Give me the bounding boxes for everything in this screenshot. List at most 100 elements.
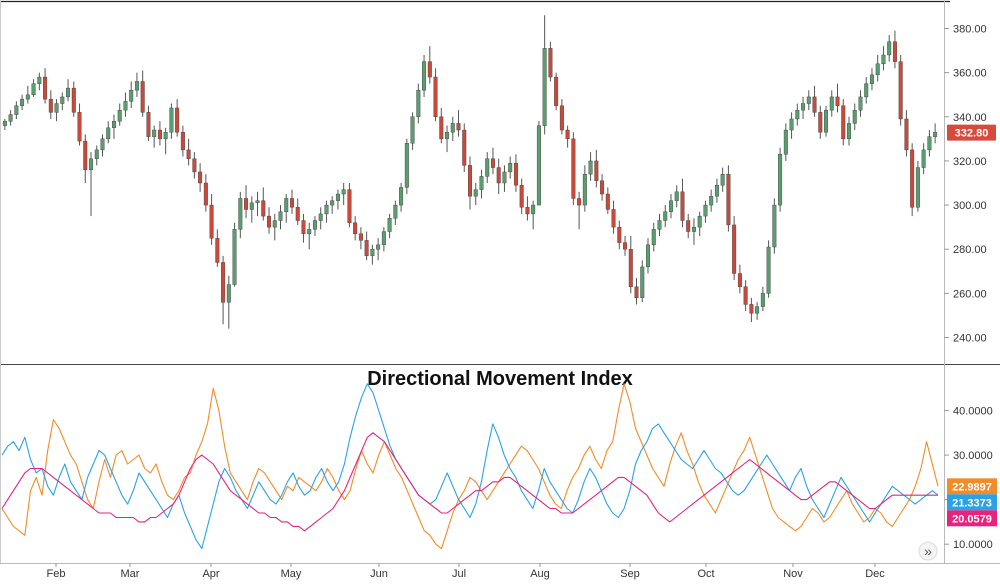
- candle: [399, 183, 404, 212]
- candle: [737, 264, 742, 294]
- candle: [157, 121, 162, 146]
- candle-body-down: [83, 140, 88, 170]
- candle: [330, 196, 335, 214]
- candle: [841, 99, 846, 146]
- candle: [852, 103, 857, 131]
- candle-body-up: [485, 158, 490, 177]
- candle-body-up: [795, 109, 800, 120]
- candle: [249, 196, 254, 223]
- candle-body-up: [31, 83, 36, 95]
- candle-body-down: [841, 105, 846, 140]
- candle: [66, 79, 71, 102]
- candle: [312, 216, 317, 236]
- candle-body-down: [571, 138, 576, 199]
- candle-body-down: [617, 226, 622, 243]
- candle-body-up: [531, 204, 536, 215]
- candle: [77, 103, 82, 146]
- candle: [284, 194, 289, 223]
- candle-body-up: [755, 306, 760, 314]
- candle-body-up: [324, 204, 329, 215]
- month-label: Oct: [697, 568, 714, 580]
- candle-body-down: [180, 132, 185, 151]
- candle-body-up: [640, 266, 645, 298]
- candle: [433, 68, 438, 122]
- month-label: Nov: [783, 568, 803, 580]
- candle: [933, 123, 938, 144]
- last-price-tag: [947, 124, 996, 141]
- candle-body-up: [657, 220, 662, 230]
- candle-body-up: [881, 54, 886, 65]
- candle-body-up: [272, 220, 277, 228]
- candle: [163, 127, 168, 155]
- candle: [858, 90, 863, 117]
- candle-body-up: [927, 136, 932, 151]
- candle-body-down: [525, 207, 530, 215]
- candle: [697, 211, 702, 236]
- candle-body-up: [416, 90, 421, 117]
- candle: [703, 200, 708, 223]
- candle-body-down: [301, 220, 306, 234]
- candle-body-down: [732, 224, 737, 274]
- candle: [71, 81, 76, 117]
- candle: [772, 198, 777, 254]
- candle: [393, 200, 398, 225]
- candle-body-up: [789, 118, 794, 131]
- candle-body-up: [54, 103, 59, 113]
- candle: [232, 222, 237, 287]
- candle: [915, 160, 920, 212]
- candle-body-down: [910, 149, 915, 208]
- candle-body-up: [37, 76, 42, 84]
- candle: [657, 213, 662, 236]
- candle-body-down: [554, 76, 559, 106]
- candle-body-up: [278, 211, 283, 221]
- candle: [582, 165, 587, 212]
- candle: [267, 207, 271, 234]
- candle-body-up: [422, 61, 427, 91]
- candle-body-down: [743, 286, 748, 305]
- candle: [605, 187, 610, 214]
- candle-body-down: [726, 173, 731, 226]
- candle: [353, 216, 358, 241]
- candle: [301, 213, 306, 243]
- scroll-latest-button-bg[interactable]: [918, 541, 938, 561]
- candle-body-up: [249, 202, 254, 210]
- candle: [324, 200, 329, 223]
- candle-body-down: [490, 158, 495, 168]
- candle-body-down: [749, 304, 754, 314]
- candle: [818, 105, 823, 139]
- dmi-value-tag-2: [947, 510, 997, 527]
- candle-body-up: [806, 96, 811, 104]
- candle: [456, 110, 461, 137]
- candle-body-up: [330, 200, 335, 206]
- candle: [37, 72, 42, 91]
- candle: [835, 83, 840, 113]
- candle: [422, 54, 427, 97]
- candle-body-up: [226, 284, 231, 303]
- scroll-latest-button[interactable]: »: [918, 541, 938, 561]
- double-chevron-right-icon[interactable]: »: [924, 543, 932, 559]
- candle: [140, 70, 145, 117]
- candle-body-up: [8, 114, 13, 122]
- candle: [646, 238, 650, 274]
- candle-body-down: [261, 200, 266, 217]
- candle: [864, 77, 869, 104]
- candle-body-up: [387, 218, 392, 232]
- candle: [640, 260, 645, 303]
- candle-body-down: [43, 76, 48, 100]
- candle: [634, 277, 639, 305]
- dmi-value-label-2: 20.0579: [952, 513, 992, 525]
- candle-body-up: [106, 127, 111, 140]
- candle-body-down: [71, 87, 76, 113]
- candle-body-down: [519, 185, 524, 208]
- candle-body-up: [129, 90, 134, 102]
- candle-body-up: [703, 204, 708, 217]
- candle: [732, 216, 737, 281]
- candle-body-up: [502, 171, 507, 184]
- candle: [278, 205, 283, 230]
- candle-body-up: [89, 158, 93, 170]
- candle: [370, 244, 375, 265]
- candle-body-up: [2, 120, 7, 126]
- candle-body-up: [232, 229, 237, 285]
- candle-body-up: [445, 132, 450, 140]
